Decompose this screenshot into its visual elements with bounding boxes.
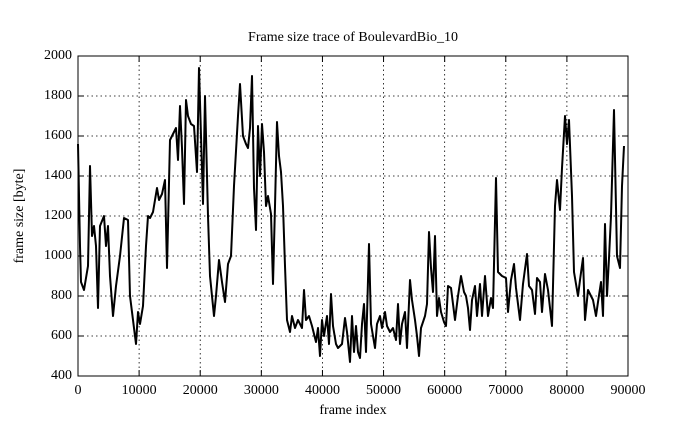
y-tick-label: 1000 xyxy=(44,248,72,263)
x-axis-label: frame index xyxy=(319,403,386,418)
x-tick-label: 60000 xyxy=(427,383,462,398)
x-tick-label: 70000 xyxy=(488,383,523,398)
x-tick-label: 30000 xyxy=(244,383,279,398)
plot-frame xyxy=(77,55,629,377)
x-tick-label: 90000 xyxy=(611,383,646,398)
data-line xyxy=(77,67,625,363)
y-tick-label: 2000 xyxy=(44,48,72,63)
y-tick-label: 1800 xyxy=(44,88,72,103)
y-tick-label: 1200 xyxy=(44,208,72,223)
x-tick-label: 40000 xyxy=(305,383,340,398)
chart-title: Frame size trace of BoulevardBio_10 xyxy=(248,30,458,45)
y-tick-label: 400 xyxy=(51,368,72,383)
y-tick-label: 1400 xyxy=(44,168,72,183)
y-tick-label: 600 xyxy=(51,328,72,343)
y-axis-label: frame size [byte] xyxy=(12,169,27,264)
x-tick-label: 20000 xyxy=(183,383,218,398)
y-tick-label: 1600 xyxy=(44,128,72,143)
y-tick-label: 800 xyxy=(51,288,72,303)
x-tick-label: 0 xyxy=(75,383,82,398)
x-tick-label: 10000 xyxy=(122,383,157,398)
x-tick-label: 50000 xyxy=(366,383,401,398)
x-tick-label: 80000 xyxy=(549,383,584,398)
